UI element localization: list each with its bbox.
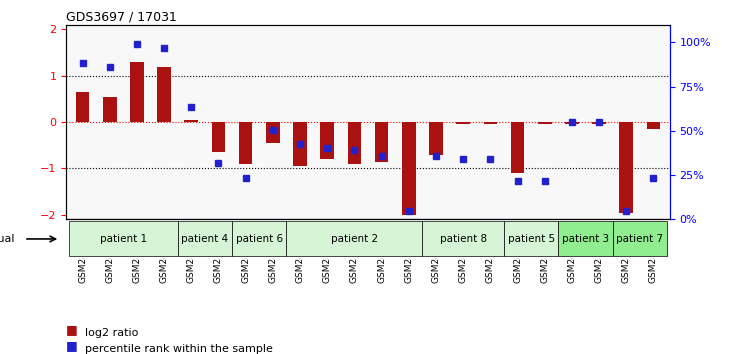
Text: patient 2: patient 2	[331, 234, 378, 244]
Bar	[484, 122, 497, 125]
Text: individual: individual	[0, 234, 15, 244]
Bar	[320, 122, 334, 159]
FancyBboxPatch shape	[559, 222, 612, 256]
Bar	[429, 122, 443, 155]
Bar	[565, 122, 578, 125]
Text: log2 ratio: log2 ratio	[85, 328, 138, 338]
Text: patient 4: patient 4	[181, 234, 228, 244]
Bar	[158, 67, 171, 122]
Bar	[402, 122, 416, 215]
Text: GDS3697 / 17031: GDS3697 / 17031	[66, 11, 177, 24]
Bar	[239, 122, 252, 164]
Text: patient 1: patient 1	[100, 234, 147, 244]
Bar	[511, 122, 524, 173]
Text: ■: ■	[66, 323, 78, 336]
FancyBboxPatch shape	[612, 222, 667, 256]
Bar	[620, 122, 633, 212]
Text: percentile rank within the sample: percentile rank within the sample	[85, 344, 272, 354]
Bar	[592, 122, 606, 125]
Text: patient 8: patient 8	[439, 234, 486, 244]
FancyBboxPatch shape	[232, 222, 286, 256]
FancyBboxPatch shape	[286, 222, 422, 256]
FancyBboxPatch shape	[69, 222, 177, 256]
Bar	[185, 120, 198, 122]
Bar	[538, 122, 551, 125]
Bar	[456, 122, 470, 125]
FancyBboxPatch shape	[422, 222, 504, 256]
FancyBboxPatch shape	[177, 222, 232, 256]
Text: patient 6: patient 6	[236, 234, 283, 244]
FancyBboxPatch shape	[504, 222, 559, 256]
Text: patient 3: patient 3	[562, 234, 609, 244]
Bar	[76, 92, 89, 122]
Text: patient 7: patient 7	[616, 234, 663, 244]
Bar	[266, 122, 280, 143]
Bar	[375, 122, 389, 161]
Bar	[130, 62, 144, 122]
Text: ■: ■	[66, 339, 78, 352]
Bar	[103, 97, 116, 122]
Bar	[347, 122, 361, 164]
Bar	[293, 122, 307, 166]
Bar	[647, 122, 660, 129]
Bar	[212, 122, 225, 152]
Text: patient 5: patient 5	[508, 234, 555, 244]
